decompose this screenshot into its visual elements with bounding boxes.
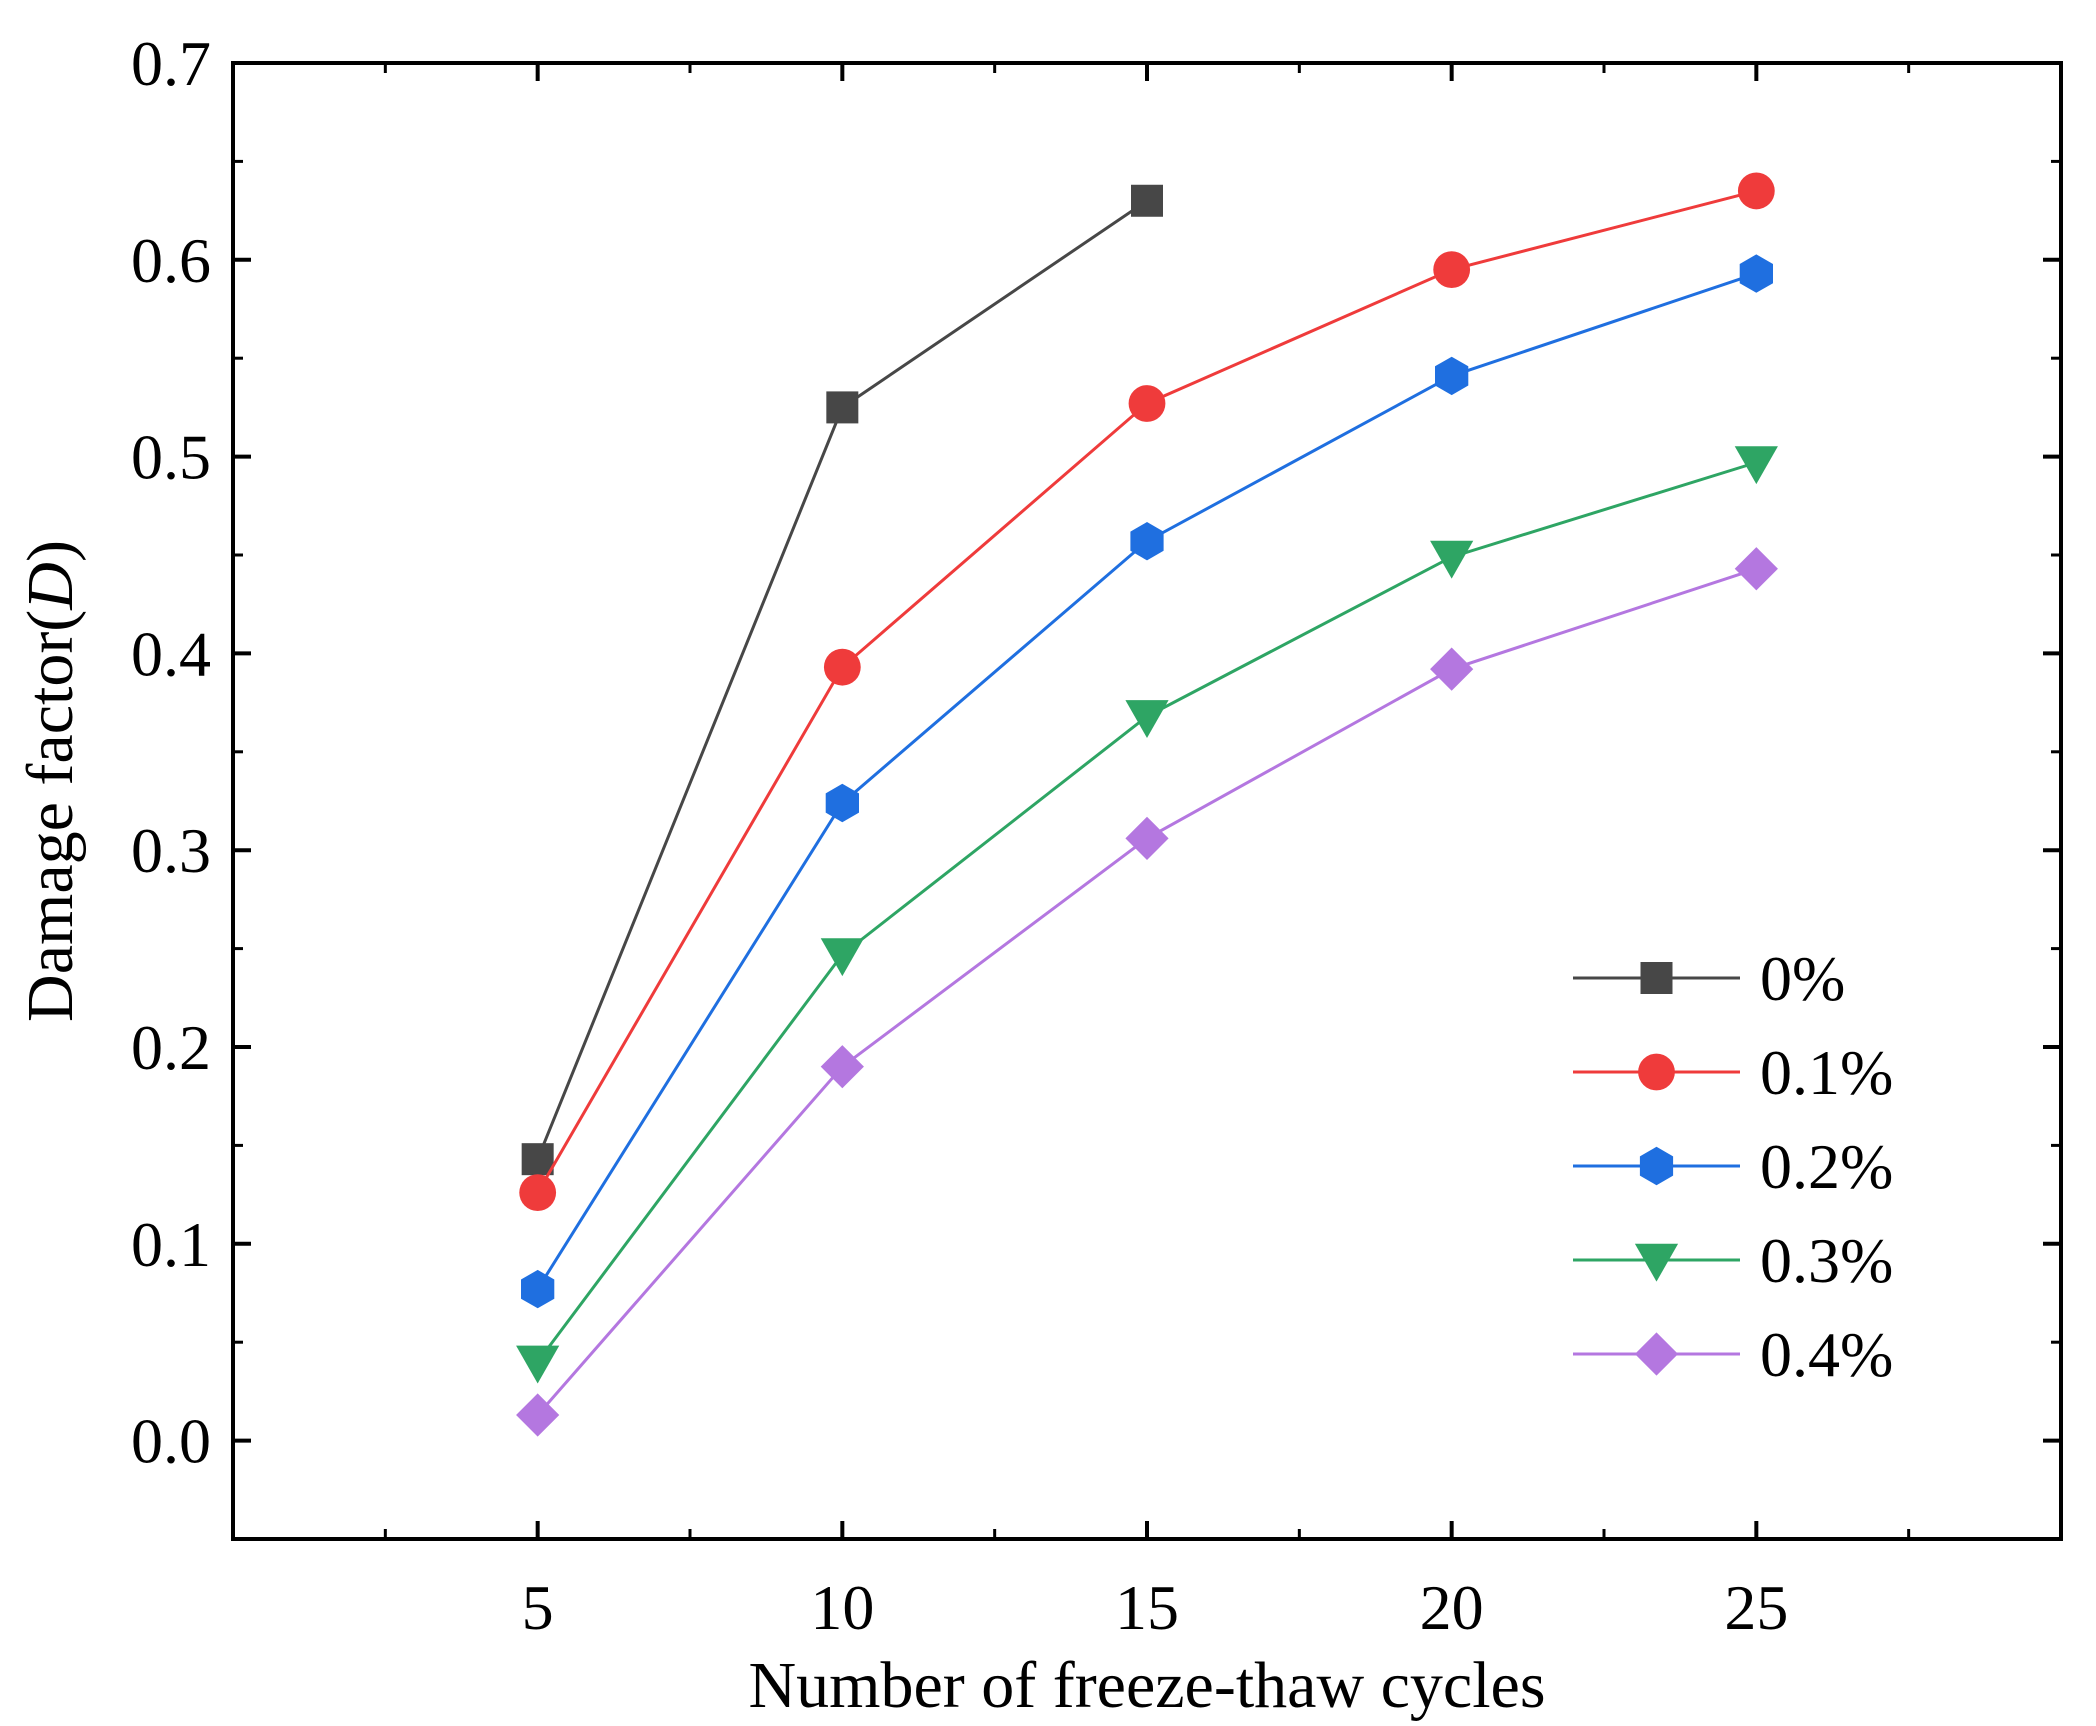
data-point bbox=[516, 1345, 560, 1384]
series-line bbox=[536, 189, 1757, 1194]
y-tick-label: 0.3 bbox=[131, 815, 211, 886]
y-tick-label: 0.7 bbox=[131, 28, 211, 99]
data-point bbox=[1734, 547, 1778, 591]
legend-marker bbox=[1640, 962, 1673, 994]
series-0.1% bbox=[519, 172, 1775, 1212]
x-tick-label: 20 bbox=[1420, 1572, 1484, 1643]
data-point bbox=[825, 783, 859, 823]
x-tick-label: 25 bbox=[1724, 1572, 1788, 1643]
data-point bbox=[1737, 172, 1775, 210]
legend-label: 0.1% bbox=[1760, 1037, 1893, 1108]
data-point bbox=[521, 1269, 555, 1309]
y-tick-label: 0.5 bbox=[131, 422, 211, 493]
data-point bbox=[820, 1045, 864, 1089]
legend-item: 0.3% bbox=[1573, 1225, 1893, 1296]
series-line bbox=[536, 461, 1757, 1363]
y-axis-title-variable: D bbox=[14, 562, 87, 611]
series-line bbox=[536, 272, 1757, 1290]
legend-label: 0.2% bbox=[1760, 1131, 1893, 1202]
x-tick-label: 10 bbox=[810, 1572, 874, 1643]
y-tick-label: 0.6 bbox=[131, 225, 211, 296]
legend-item: 0.2% bbox=[1573, 1131, 1893, 1202]
series-0% bbox=[521, 184, 1163, 1176]
data-point bbox=[1734, 446, 1778, 485]
data-point bbox=[1430, 647, 1474, 691]
data-point bbox=[1125, 816, 1169, 860]
data-point bbox=[820, 938, 864, 977]
y-axis-title: Damage factor(D) bbox=[14, 540, 87, 1022]
data-point bbox=[1739, 254, 1773, 293]
data-point bbox=[1128, 385, 1166, 422]
y-tick-label: 0.1 bbox=[131, 1209, 211, 1280]
legend-item: 0% bbox=[1573, 943, 1845, 1014]
x-axis-title: Number of freeze-thaw cycles bbox=[748, 1649, 1545, 1722]
data-point bbox=[1430, 540, 1474, 579]
y-tick-label: 0.2 bbox=[131, 1012, 211, 1083]
series-0.4% bbox=[516, 547, 1778, 1437]
y-tick-label: 0.4 bbox=[131, 618, 211, 689]
x-tick-label: 15 bbox=[1115, 1572, 1179, 1643]
data-point bbox=[1131, 184, 1163, 217]
series-line bbox=[536, 567, 1757, 1417]
data-point bbox=[519, 1174, 557, 1212]
data-point bbox=[826, 391, 859, 424]
legend-marker bbox=[1639, 1146, 1674, 1186]
data-point bbox=[521, 1143, 554, 1176]
data-point bbox=[1435, 356, 1469, 396]
legend-label: 0.3% bbox=[1760, 1225, 1893, 1296]
legend-label: 0.4% bbox=[1760, 1319, 1893, 1390]
data-point bbox=[1125, 700, 1169, 738]
legend-item: 0.4% bbox=[1573, 1319, 1893, 1390]
data-point bbox=[1130, 522, 1164, 561]
series-0.3% bbox=[516, 446, 1778, 1384]
y-tick-label: 0.0 bbox=[131, 1406, 211, 1477]
legend-marker bbox=[1634, 1243, 1679, 1282]
data-point bbox=[516, 1393, 560, 1437]
data-point bbox=[823, 648, 861, 686]
legend: 0% 0.1% 0.2% 0.3% 0.4% bbox=[1573, 943, 1893, 1390]
legend-marker bbox=[1638, 1053, 1675, 1091]
x-tick-label: 5 bbox=[522, 1572, 554, 1643]
data-point bbox=[1433, 251, 1471, 289]
y-axis-title-suffix: ) bbox=[14, 540, 87, 562]
series-0.2% bbox=[521, 254, 1773, 1309]
legend-marker bbox=[1634, 1332, 1679, 1376]
legend-label: 0% bbox=[1760, 943, 1845, 1014]
axes: 5 10 15 20 25 0.0 0.1 0.2 0.3 0.4 0.5 0.6 0.7 bbox=[131, 28, 2063, 1643]
plot-frame bbox=[231, 61, 2063, 1541]
legend-item: 0.1% bbox=[1573, 1037, 1893, 1108]
y-axis-title-text: Damage factor( bbox=[14, 610, 87, 1022]
series-layer bbox=[516, 172, 1778, 1437]
